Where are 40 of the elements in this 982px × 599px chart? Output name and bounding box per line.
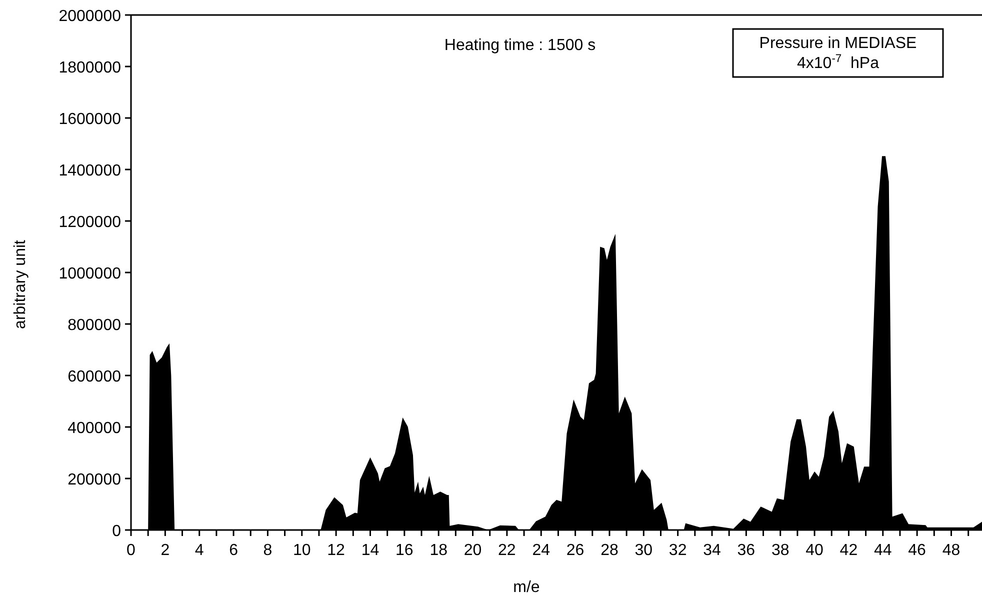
y-tick-label: 2000000 — [58, 8, 122, 25]
x-tick-label: 44 — [874, 542, 892, 559]
x-tick-label: 24 — [532, 542, 550, 559]
x-tick-label: 30 — [634, 542, 653, 559]
x-tick-label: 34 — [703, 542, 722, 559]
x-tick-label: 20 — [464, 542, 482, 559]
x-tick-label: 46 — [908, 542, 926, 559]
y-tick-label: 1400000 — [58, 162, 122, 180]
x-tick-label: 8 — [263, 542, 272, 559]
x-tick-label: 42 — [840, 542, 858, 559]
x-tick-label: 12 — [327, 542, 346, 559]
x-tick-label: 6 — [229, 542, 238, 559]
x-tick-label: 22 — [498, 542, 516, 559]
x-tick-label: 14 — [361, 542, 380, 559]
y-tick-label: 800000 — [68, 317, 122, 334]
x-tick-label: 2 — [160, 542, 170, 559]
x-tick-label: 26 — [566, 542, 584, 559]
y-axis-title: arbitrary unit — [12, 239, 29, 329]
y-tick-label: 1000000 — [58, 266, 122, 282]
annotation: Pressure in MEDIASE 4x10$^{-7}$ hPa — [759, 35, 917, 72]
y-tick-label: 200000 — [68, 472, 122, 488]
y-tick-label: 1200000 — [58, 214, 122, 231]
annotation: Heating time : 1500 s — [444, 37, 596, 54]
x-tick-label: 10 — [292, 542, 311, 559]
x-tick-label: 36 — [737, 542, 756, 559]
x-tick-label: 38 — [771, 542, 790, 559]
y-tick-label: 400000 — [68, 420, 122, 437]
x-tick-label: 16 — [396, 542, 414, 559]
x-tick-label: 40 — [806, 542, 824, 559]
x-tick-label: 18 — [430, 542, 448, 559]
y-tick-label: 600000 — [68, 368, 122, 386]
x-tick-label: 4 — [194, 542, 204, 559]
x-tick-label: 28 — [600, 542, 618, 559]
x-tick-label: 32 — [668, 542, 687, 559]
y-tick-label: 0 — [112, 523, 122, 540]
x-axis-title: m/e — [513, 579, 540, 596]
x-tick-label: 0 — [126, 542, 136, 559]
y-tick-label: 1800000 — [58, 60, 122, 76]
y-tick-label: 1600000 — [58, 111, 122, 128]
x-tick-label: 48 — [942, 542, 960, 559]
